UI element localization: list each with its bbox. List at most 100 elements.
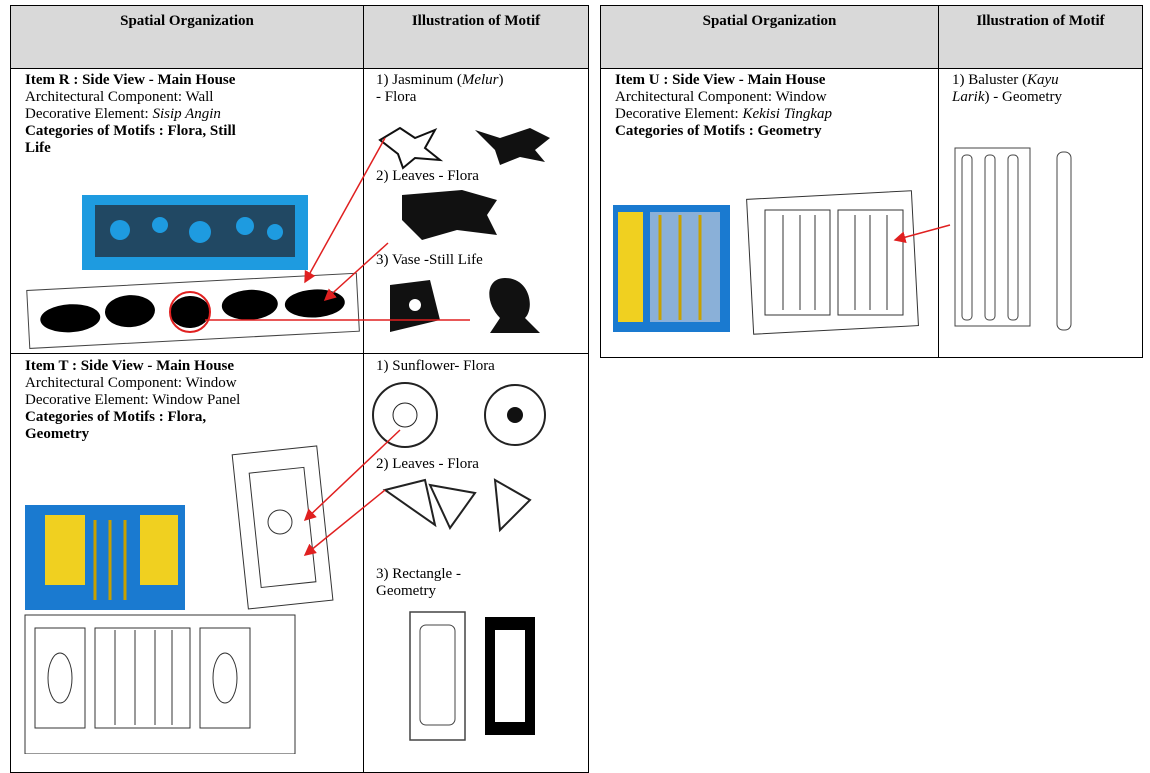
categories: Categories of Motifs : Flora, Geometry: [25, 409, 207, 442]
drawing-part: [746, 190, 919, 335]
motif-italic: Melur: [461, 72, 499, 88]
drawing-part: [378, 126, 550, 170]
drawing-part: [984, 154, 996, 321]
header-text: Spatial Organization: [120, 13, 254, 29]
header-text: Illustration of Motif: [976, 13, 1105, 29]
cell-text: Item U : Side View - Main House Architec…: [615, 72, 935, 140]
drawing-part: [189, 221, 211, 243]
cell-text: Item T : Side View - Main House Architec…: [25, 358, 360, 443]
drawing-part: [267, 224, 283, 240]
drawing-part: [495, 630, 525, 722]
drawing-part: [764, 209, 904, 316]
drawing-part: [782, 215, 888, 310]
element-label: Decorative Element:: [25, 392, 149, 408]
drawing-part: [40, 304, 101, 333]
drawing-part: [110, 217, 283, 243]
drawing-part: [650, 212, 720, 322]
motif-text: 2) Leaves - Flora: [376, 168, 479, 184]
motif-text: 1) Sunflower- Flora: [376, 358, 495, 374]
drawing-part: [140, 515, 178, 585]
motif-text: 3) Vase -Still Life: [376, 252, 483, 268]
drawing-part: [392, 402, 418, 428]
drawing-part: [47, 652, 73, 704]
drawing-part: [114, 630, 173, 725]
item-title: Item R : Side View - Main House: [25, 72, 236, 88]
categories: Categories of Motifs : Geometry: [615, 123, 822, 139]
drawing-part: [236, 217, 254, 235]
drawing-part: [837, 209, 904, 316]
item-title: Item T : Side View - Main House: [25, 358, 235, 374]
drawing-part: [419, 624, 456, 726]
drawing-part: [169, 291, 211, 333]
motif: 1) Sunflower- Flora: [376, 358, 586, 375]
drawing-part: [34, 627, 86, 729]
drawing-part: [618, 212, 643, 322]
motif-italic: Kayu Larik: [952, 72, 1059, 105]
drawing-part: [475, 128, 550, 165]
drawing-part: [199, 627, 251, 729]
drawing-part: [303, 429, 401, 522]
decorative-element: Decorative Element: Kekisi Tingkap: [615, 106, 875, 123]
motif: 3) Vase -Still Life: [376, 252, 586, 269]
page: {"tables": [ {"header": ["Spatial Organi…: [10, 5, 1143, 773]
drawing-part: [489, 278, 540, 333]
drawing-part: [170, 295, 211, 329]
motif-text: 1) Baluster (: [952, 72, 1027, 88]
drawing-part: [893, 224, 951, 244]
drawing-part: [382, 478, 437, 528]
drawing-part: [764, 209, 831, 316]
motif: 2) Leaves - Flora: [376, 168, 586, 185]
header-cell: Spatial Organization: [10, 5, 364, 69]
motif: 3) Rectangle - Geometry: [376, 566, 486, 600]
drawing-part: [658, 215, 702, 320]
drawing-part: [304, 137, 386, 284]
drawing-part: [954, 147, 1031, 327]
motif: 1) Jasminum (Melur) - Flora: [376, 72, 506, 106]
drawing-part: [248, 466, 317, 589]
drawing-part: [221, 289, 278, 320]
drawing-part: [428, 483, 477, 530]
drawing-part: [93, 520, 127, 600]
component: Architectural Component: Window: [25, 375, 237, 391]
header-text: Spatial Organization: [702, 13, 837, 29]
drawing-part: [110, 220, 130, 240]
motif-text: ) - Flora: [376, 72, 504, 105]
drawing-part: [1056, 151, 1072, 331]
drawing-part: [402, 190, 497, 240]
drawing-part: [493, 478, 532, 533]
motif-text: 2) Leaves - Flora: [376, 456, 479, 472]
drawing-part: [409, 611, 466, 741]
component: Architectural Component: Wall: [25, 89, 214, 105]
drawing-part: [94, 627, 191, 729]
element-value: Window Panel: [152, 392, 241, 408]
drawing-part: [24, 614, 296, 754]
element-label: Decorative Element:: [25, 106, 149, 122]
motif-text: 1) Jasminum (: [376, 72, 462, 88]
drawing-part: [409, 299, 421, 311]
item-title: Item U : Side View - Main House: [615, 72, 826, 88]
motif-text: 3) Rectangle - Geometry: [376, 566, 461, 599]
motif-text: ) - Geometry: [984, 89, 1062, 105]
drawing-part: [152, 217, 168, 233]
header-cell: Illustration of Motif: [938, 5, 1143, 69]
motif: 1) Baluster (Kayu Larik) - Geometry: [952, 72, 1062, 106]
cell-text: Item R : Side View - Main House Architec…: [25, 72, 360, 157]
drawing-part: [34, 627, 251, 729]
element-value: Sisip Angin: [152, 106, 221, 122]
drawing-part: [507, 407, 523, 423]
decorative-element: Decorative Element: Window Panel: [25, 392, 360, 409]
component: Architectural Component: Window: [615, 89, 827, 105]
drawing-part: [961, 154, 973, 321]
drawing-part: [1007, 154, 1019, 321]
drawing-part: [212, 652, 238, 704]
header-cell: Spatial Organization: [600, 5, 939, 69]
drawing-part: [267, 509, 293, 535]
drawing-part: [45, 515, 85, 585]
drawing-part: [323, 242, 389, 302]
decorative-element: Decorative Element: Sisip Angin: [25, 106, 360, 123]
categories: Categories of Motifs : Flora, Still Life: [25, 123, 236, 156]
drawing-part: [961, 151, 1072, 331]
drawing-part: [104, 295, 155, 328]
drawing-part: [378, 126, 444, 170]
element-label: Decorative Element:: [615, 106, 739, 122]
